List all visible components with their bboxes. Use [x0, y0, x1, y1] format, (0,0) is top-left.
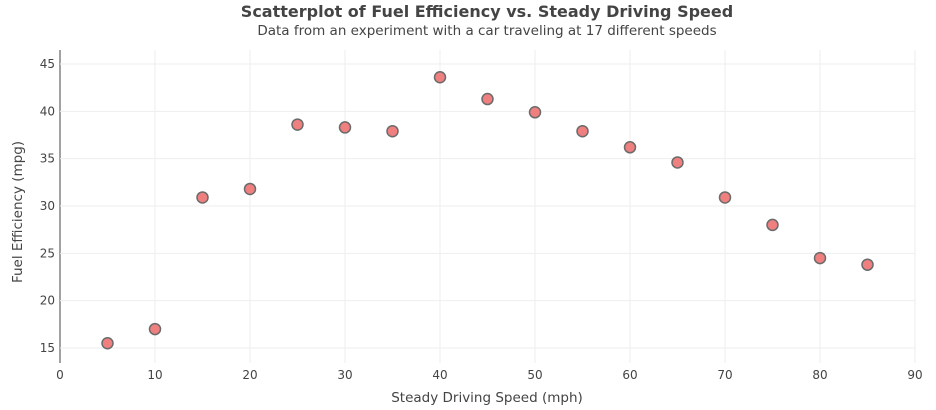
data-point	[101, 337, 114, 350]
y-tick-label: 20	[40, 294, 55, 308]
y-axis-label: Fuel Efficiency (mpg)	[10, 141, 26, 283]
x-tick-label: 60	[622, 368, 637, 382]
data-point	[671, 156, 684, 169]
data-point	[148, 322, 162, 336]
data-point	[481, 92, 494, 106]
x-tick-label: 20	[242, 368, 257, 382]
data-point	[861, 258, 874, 271]
x-tick-label: 30	[337, 368, 352, 382]
x-tick-label: 70	[717, 368, 732, 382]
y-tick-label: 35	[40, 152, 55, 166]
chart-title: Scatterplot of Fuel Efficiency vs. Stead…	[241, 2, 733, 21]
data-point	[576, 124, 589, 138]
data-point	[433, 71, 447, 84]
y-tick-label: 40	[40, 104, 55, 118]
data-point	[386, 124, 399, 138]
data-point	[718, 191, 732, 204]
data-point	[528, 106, 542, 119]
y-tick-label: 45	[40, 57, 55, 71]
y-tick-label: 15	[40, 341, 55, 355]
x-tick-label: 10	[147, 368, 162, 382]
x-tick-label: 0	[56, 368, 64, 382]
data-point	[623, 141, 637, 154]
data-point	[813, 251, 827, 265]
x-tick-label: 40	[432, 368, 447, 382]
x-axis-label: Steady Driving Speed (mph)	[391, 390, 583, 406]
x-tick-label: 90	[907, 368, 922, 382]
data-point	[338, 121, 352, 134]
x-tick-label: 80	[812, 368, 827, 382]
chart-subtitle: Data from an experiment with a car trave…	[257, 23, 716, 39]
x-tick-label: 50	[527, 368, 542, 382]
data-point	[196, 191, 209, 204]
y-tick-label: 30	[40, 199, 55, 213]
y-tick-label: 25	[40, 246, 55, 260]
data-point	[243, 182, 257, 196]
data-point	[291, 118, 304, 131]
data-point	[766, 218, 779, 232]
